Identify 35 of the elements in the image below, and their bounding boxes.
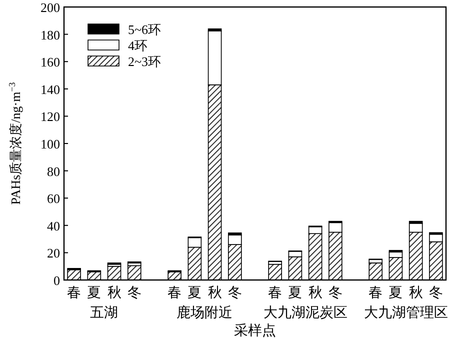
y-tick-label: 180 (40, 27, 60, 42)
x-tick-label: 夏 (87, 286, 102, 301)
y-tick-label: 160 (40, 54, 60, 70)
y-tick-label: 100 (40, 136, 60, 152)
y-tick-label: 120 (40, 109, 60, 124)
x-tick-label: 秋 (208, 285, 222, 301)
x-tick-label: 夏 (188, 286, 202, 301)
x-tick-label: 冬 (228, 285, 242, 301)
x-tick-label: 春 (67, 285, 82, 301)
x-tick-label: 夏 (288, 286, 302, 301)
x-tick-label: 春 (368, 285, 383, 301)
x-tick-label: 秋 (107, 285, 122, 301)
x-tick-label: 冬 (428, 285, 443, 301)
y-tick-label: 40 (47, 218, 60, 234)
y-tick-label: 140 (40, 82, 60, 97)
x-tick-label: 秋 (308, 285, 322, 301)
text: 五湖 (90, 305, 118, 321)
y-tick-label: 0 (54, 273, 60, 288)
y-tick-label: 200 (40, 0, 60, 15)
legend-label: 5~6环 (128, 22, 162, 37)
x-axis-title: 采样点 (234, 323, 276, 338)
x-tick-label: 冬 (328, 285, 342, 301)
y-tick-label: 20 (47, 246, 60, 261)
legend-label: 4环 (128, 38, 148, 53)
x-tick-label: 夏 (388, 286, 403, 301)
y-tick-label: 60 (47, 191, 60, 206)
y-tick-label: 80 (47, 164, 60, 179)
text: 大九湖管理区 (364, 305, 448, 321)
x-tick-label: 春 (268, 285, 282, 301)
legend-label: 2~3环 (128, 54, 162, 69)
x-tick-label: 秋 (408, 285, 423, 301)
text: 鹿场附近 (176, 305, 233, 321)
text: 大九湖泥炭区 (263, 305, 348, 321)
x-tick-label: 冬 (127, 285, 142, 301)
x-tick-label: 春 (168, 285, 182, 301)
